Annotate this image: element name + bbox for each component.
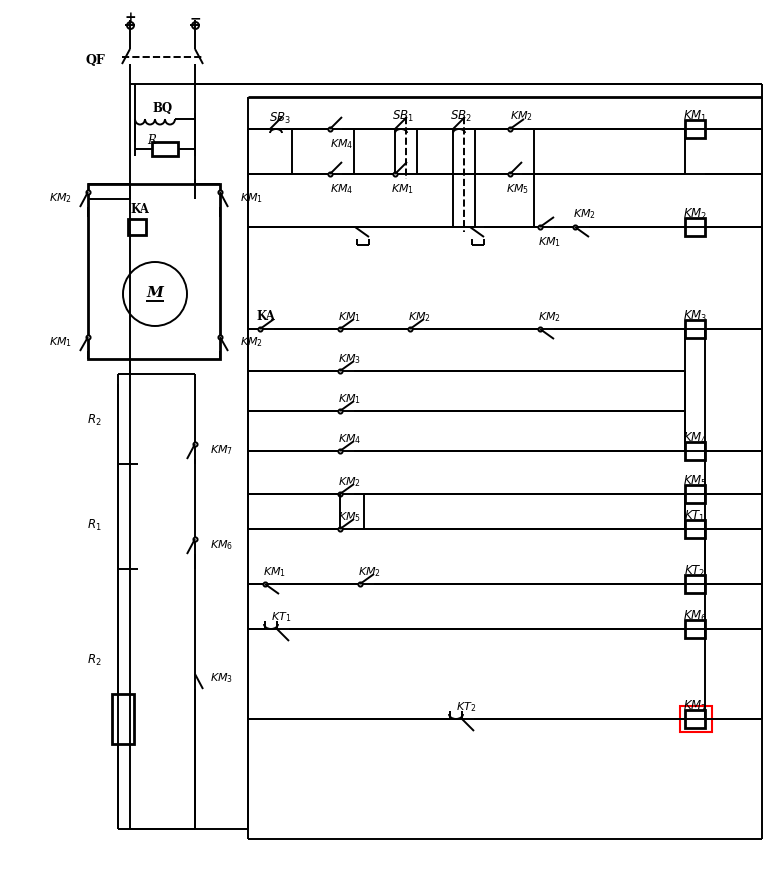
Text: $\mathit{KM_3}$: $\mathit{KM_3}$ xyxy=(210,670,233,684)
Text: $\mathit{KM_6}$: $\mathit{KM_6}$ xyxy=(210,538,233,552)
Text: BQ: BQ xyxy=(153,102,173,114)
Bar xyxy=(685,486,705,503)
Text: $\mathit{KM_2}$: $\mathit{KM_2}$ xyxy=(683,206,707,221)
Text: $\mathit{KM_5}$: $\mathit{KM_5}$ xyxy=(683,473,707,488)
Text: $\mathit{KM_4}$: $\mathit{KM_4}$ xyxy=(683,430,707,445)
Text: M: M xyxy=(146,286,164,300)
Text: $\mathit{KM_6}$: $\mathit{KM_6}$ xyxy=(683,608,707,623)
Text: $\mathit{KM_4}$: $\mathit{KM_4}$ xyxy=(330,137,354,151)
Text: $\mathit{KM_4}$: $\mathit{KM_4}$ xyxy=(330,182,354,196)
Text: $SB_3$: $SB_3$ xyxy=(269,111,291,125)
Text: $R_2$: $R_2$ xyxy=(88,652,102,667)
Text: $\mathit{KM_3}$: $\mathit{KM_3}$ xyxy=(683,308,707,324)
Bar xyxy=(685,710,705,728)
Text: $\mathit{KM_1}$: $\mathit{KM_1}$ xyxy=(392,182,414,196)
Text: $R_1$: $R_1$ xyxy=(88,517,102,532)
Bar xyxy=(685,321,705,339)
Text: $\mathit{KM_1}$: $\mathit{KM_1}$ xyxy=(338,310,362,324)
Bar xyxy=(685,520,705,538)
Text: $\mathit{KM_2}$: $\mathit{KM_2}$ xyxy=(409,310,431,324)
Text: KA: KA xyxy=(131,203,150,217)
Text: +: + xyxy=(124,11,135,25)
Text: $\mathit{KM_4}$: $\mathit{KM_4}$ xyxy=(338,431,362,446)
Text: $SB_1$: $SB_1$ xyxy=(392,109,414,124)
Text: $\mathit{KM_1}$: $\mathit{KM_1}$ xyxy=(539,235,561,248)
Bar xyxy=(685,218,705,237)
Text: $\mathit{KM_2}$: $\mathit{KM_2}$ xyxy=(359,565,381,578)
Text: $\mathit{KM_1}$: $\mathit{KM_1}$ xyxy=(240,191,263,204)
Text: $\mathit{KM_5}$: $\mathit{KM_5}$ xyxy=(507,182,529,196)
Text: $\mathit{KM_2}$: $\mathit{KM_2}$ xyxy=(511,109,533,123)
Text: $\mathit{KM_7}$: $\mathit{KM_7}$ xyxy=(210,443,233,456)
Text: $SB_2$: $SB_2$ xyxy=(450,109,472,124)
Text: $\mathit{KT_2}$: $\mathit{KT_2}$ xyxy=(684,563,705,578)
Circle shape xyxy=(123,263,187,326)
Bar xyxy=(685,121,705,139)
Text: $\mathit{KM_1}$: $\mathit{KM_1}$ xyxy=(338,392,362,405)
Text: R: R xyxy=(147,133,157,146)
Text: $\mathit{KM_1}$: $\mathit{KM_1}$ xyxy=(683,109,707,124)
Bar xyxy=(128,220,146,236)
Text: $\mathit{KM_2}$: $\mathit{KM_2}$ xyxy=(49,191,72,204)
Bar xyxy=(685,443,705,460)
Text: $\mathit{KT_2}$: $\mathit{KT_2}$ xyxy=(456,699,476,713)
Bar xyxy=(88,185,220,360)
Text: $\mathit{KM_2}$: $\mathit{KM_2}$ xyxy=(539,310,561,324)
Text: $\mathit{KM_1}$: $\mathit{KM_1}$ xyxy=(49,335,72,348)
Text: $\mathit{KM_2}$: $\mathit{KM_2}$ xyxy=(240,335,263,348)
Bar xyxy=(685,620,705,638)
Bar xyxy=(112,695,134,745)
Text: $R_2$: $R_2$ xyxy=(88,412,102,427)
Text: $\mathit{KM_2}$: $\mathit{KM_2}$ xyxy=(338,474,362,488)
Bar xyxy=(685,575,705,594)
Text: $\mathit{KM_2}$: $\mathit{KM_2}$ xyxy=(573,207,597,221)
Text: QF: QF xyxy=(85,53,105,67)
Text: $\mathit{KT_1}$: $\mathit{KT_1}$ xyxy=(271,610,291,624)
Text: $\mathit{KM_1}$: $\mathit{KM_1}$ xyxy=(263,565,287,578)
Bar xyxy=(680,706,712,732)
Text: $\mathit{KM_3}$: $\mathit{KM_3}$ xyxy=(338,352,362,366)
Text: −: − xyxy=(189,11,200,25)
Text: KA: KA xyxy=(257,310,276,323)
Text: $\mathit{KT_1}$: $\mathit{KT_1}$ xyxy=(684,508,705,523)
Text: $\mathit{KM_5}$: $\mathit{KM_5}$ xyxy=(338,510,362,524)
Text: $\mathit{KM_7}$: $\mathit{KM_7}$ xyxy=(683,698,707,713)
Bar xyxy=(152,143,178,157)
